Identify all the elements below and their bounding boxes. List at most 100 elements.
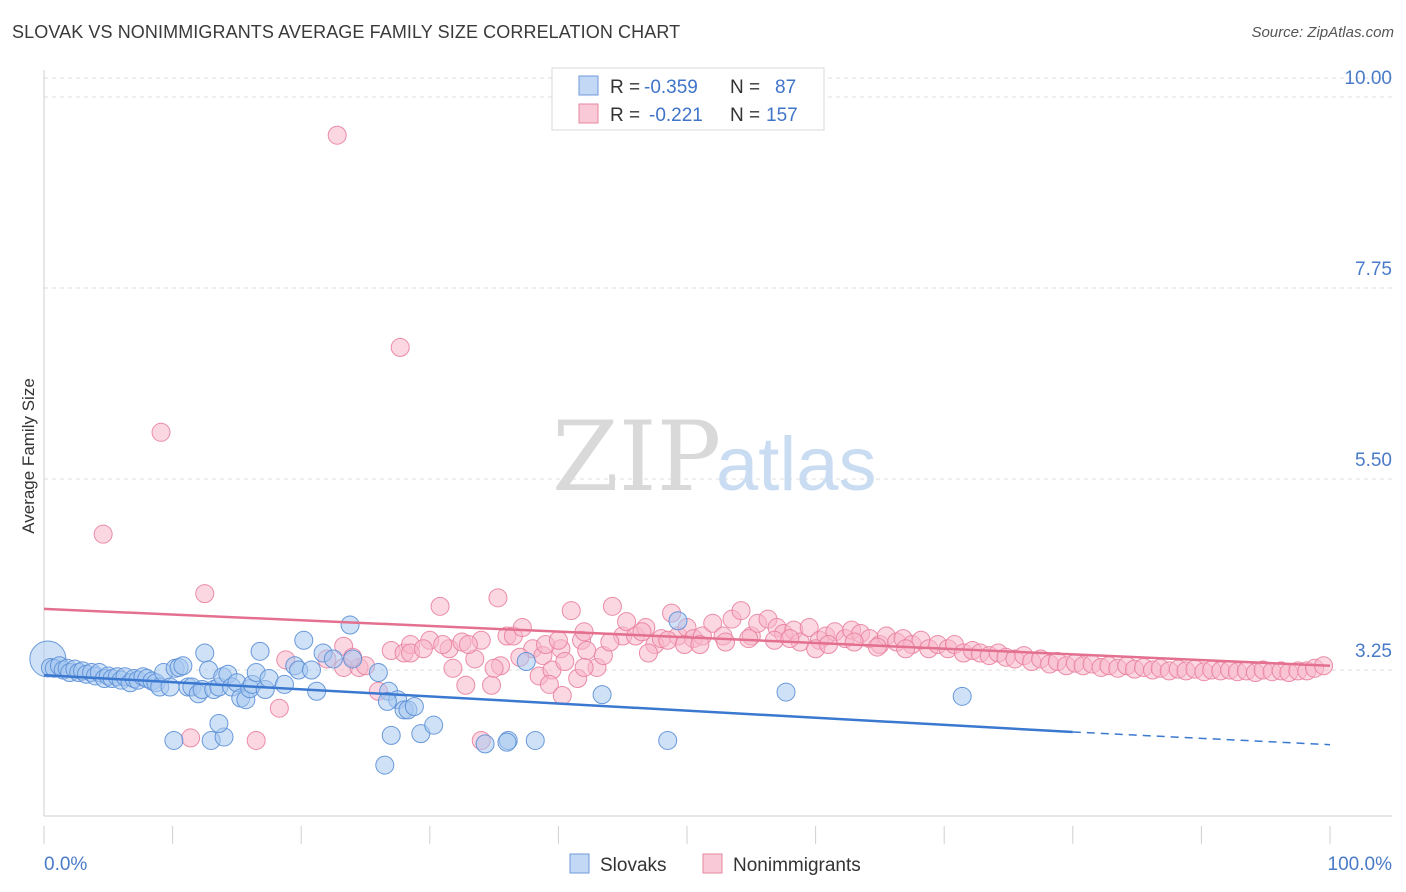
- series-slovaks: [29, 611, 972, 775]
- y-tick-label: 7.75: [1355, 259, 1392, 280]
- point-nonimmigrants: [390, 337, 410, 357]
- point-slovaks: [658, 730, 678, 750]
- point-slovaks: [381, 725, 401, 745]
- point-nonimmigrants: [716, 632, 736, 652]
- axes: [43, 70, 1392, 844]
- point-slovaks: [294, 630, 314, 650]
- chart-title: SLOVAK VS NONIMMIGRANTS AVERAGE FAMILY S…: [12, 22, 681, 42]
- point-nonimmigrants: [181, 728, 201, 748]
- grid-lines: [44, 77, 1392, 671]
- legend-top: R = -0.359 N = 87 R = -0.221 N = 157: [551, 67, 825, 131]
- point-nonimmigrants: [561, 601, 581, 621]
- point-nonimmigrants: [443, 658, 463, 678]
- point-nonimmigrants: [548, 630, 568, 650]
- point-slovaks: [592, 685, 612, 705]
- legend-r-label-1: R =: [610, 77, 640, 98]
- point-slovaks: [323, 649, 343, 669]
- y-tick-label: 3.25: [1355, 641, 1392, 662]
- point-nonimmigrants: [482, 675, 502, 695]
- point-nonimmigrants: [327, 125, 347, 145]
- point-slovaks: [375, 755, 395, 775]
- y-tick-labels: 3.25 5.50 7.75 10.00: [1344, 68, 1392, 662]
- point-nonimmigrants: [600, 632, 620, 652]
- point-nonimmigrants: [577, 640, 597, 660]
- watermark: ZIP atlas: [552, 401, 877, 513]
- point-slovaks: [404, 697, 424, 717]
- trend-line-slovaks-extension: [1072, 731, 1331, 746]
- point-nonimmigrants: [269, 698, 289, 718]
- point-nonimmigrants: [151, 422, 171, 442]
- point-nonimmigrants: [617, 612, 637, 632]
- point-nonimmigrants: [458, 635, 478, 655]
- point-slovaks: [195, 643, 215, 663]
- trend-line-nonimmigrants: [43, 607, 1331, 668]
- legend-r-value-1: -0.359: [644, 77, 698, 98]
- trend-line-slovaks: [43, 673, 1073, 734]
- point-slovaks: [340, 615, 360, 635]
- point-slovaks: [343, 649, 363, 669]
- point-nonimmigrants: [555, 652, 575, 672]
- point-slovaks: [274, 674, 294, 694]
- point-slovaks: [475, 734, 495, 754]
- point-slovaks: [952, 686, 972, 706]
- point-slovaks: [250, 641, 270, 661]
- point-nonimmigrants: [844, 632, 864, 652]
- point-nonimmigrants: [574, 657, 594, 677]
- legend-n-value-2: 157: [766, 105, 798, 126]
- bottom-legend-label-nonimmigrants: Nonimmigrants: [733, 855, 861, 876]
- point-slovaks: [173, 656, 193, 676]
- point-slovaks: [368, 663, 388, 683]
- watermark-atlas: atlas: [716, 422, 877, 507]
- point-nonimmigrants: [246, 730, 266, 750]
- point-nonimmigrants: [602, 596, 622, 616]
- point-nonimmigrants: [413, 639, 433, 659]
- legend-r-label-2: R =: [610, 105, 640, 126]
- x-tick-label-max: 100.0%: [1328, 854, 1393, 875]
- legend-swatch-nonimmigrants: [578, 103, 599, 124]
- point-nonimmigrants: [430, 596, 450, 616]
- point-nonimmigrants: [780, 629, 800, 649]
- y-tick-label: 5.50: [1355, 450, 1392, 471]
- trend-lines: [43, 607, 1331, 746]
- point-nonimmigrants: [433, 635, 453, 655]
- y-axis-label: Average Family Size: [19, 378, 38, 534]
- point-nonimmigrants: [638, 643, 658, 663]
- legend-swatch-slovaks: [578, 75, 599, 96]
- legend-r-value-2: -0.221: [649, 105, 703, 126]
- bottom-legend-label-slovaks: Slovaks: [600, 855, 667, 876]
- legend-n-label-1: N =: [730, 77, 760, 98]
- x-tick-label-min: 0.0%: [44, 854, 87, 875]
- point-nonimmigrants: [488, 588, 508, 608]
- y-tick-label: 10.00: [1344, 68, 1392, 89]
- point-nonimmigrants: [512, 618, 532, 638]
- point-slovaks: [424, 715, 444, 735]
- point-nonimmigrants: [195, 584, 215, 604]
- point-slovaks: [668, 611, 688, 631]
- point-nonimmigrants: [658, 630, 678, 650]
- legend-n-value-1: 87: [775, 77, 796, 98]
- x-tick-marks: [43, 826, 1331, 844]
- watermark-zip: ZIP: [552, 401, 721, 513]
- point-nonimmigrants: [484, 658, 504, 678]
- point-slovaks: [776, 682, 796, 702]
- point-nonimmigrants: [703, 613, 723, 633]
- point-nonimmigrants: [896, 639, 916, 659]
- point-nonimmigrants: [552, 685, 572, 705]
- point-nonimmigrants: [539, 674, 559, 694]
- point-slovaks: [497, 732, 517, 752]
- point-nonimmigrants: [731, 601, 751, 621]
- point-slovaks: [209, 713, 229, 733]
- bottom-legend-swatch-slovaks: [569, 853, 590, 874]
- legend-bottom: Slovaks Nonimmigrants: [569, 853, 861, 876]
- point-nonimmigrants: [632, 622, 652, 642]
- series-nonimmigrants: [93, 125, 1334, 750]
- point-slovaks: [377, 691, 397, 711]
- point-slovaks: [516, 652, 536, 672]
- point-slovaks: [301, 660, 321, 680]
- source-label: Source: ZipAtlas.com: [1251, 24, 1394, 41]
- point-nonimmigrants: [690, 635, 710, 655]
- point-slovaks: [164, 730, 184, 750]
- legend-n-label-2: N =: [730, 105, 760, 126]
- bottom-legend-swatch-nonimmigrants: [702, 853, 723, 874]
